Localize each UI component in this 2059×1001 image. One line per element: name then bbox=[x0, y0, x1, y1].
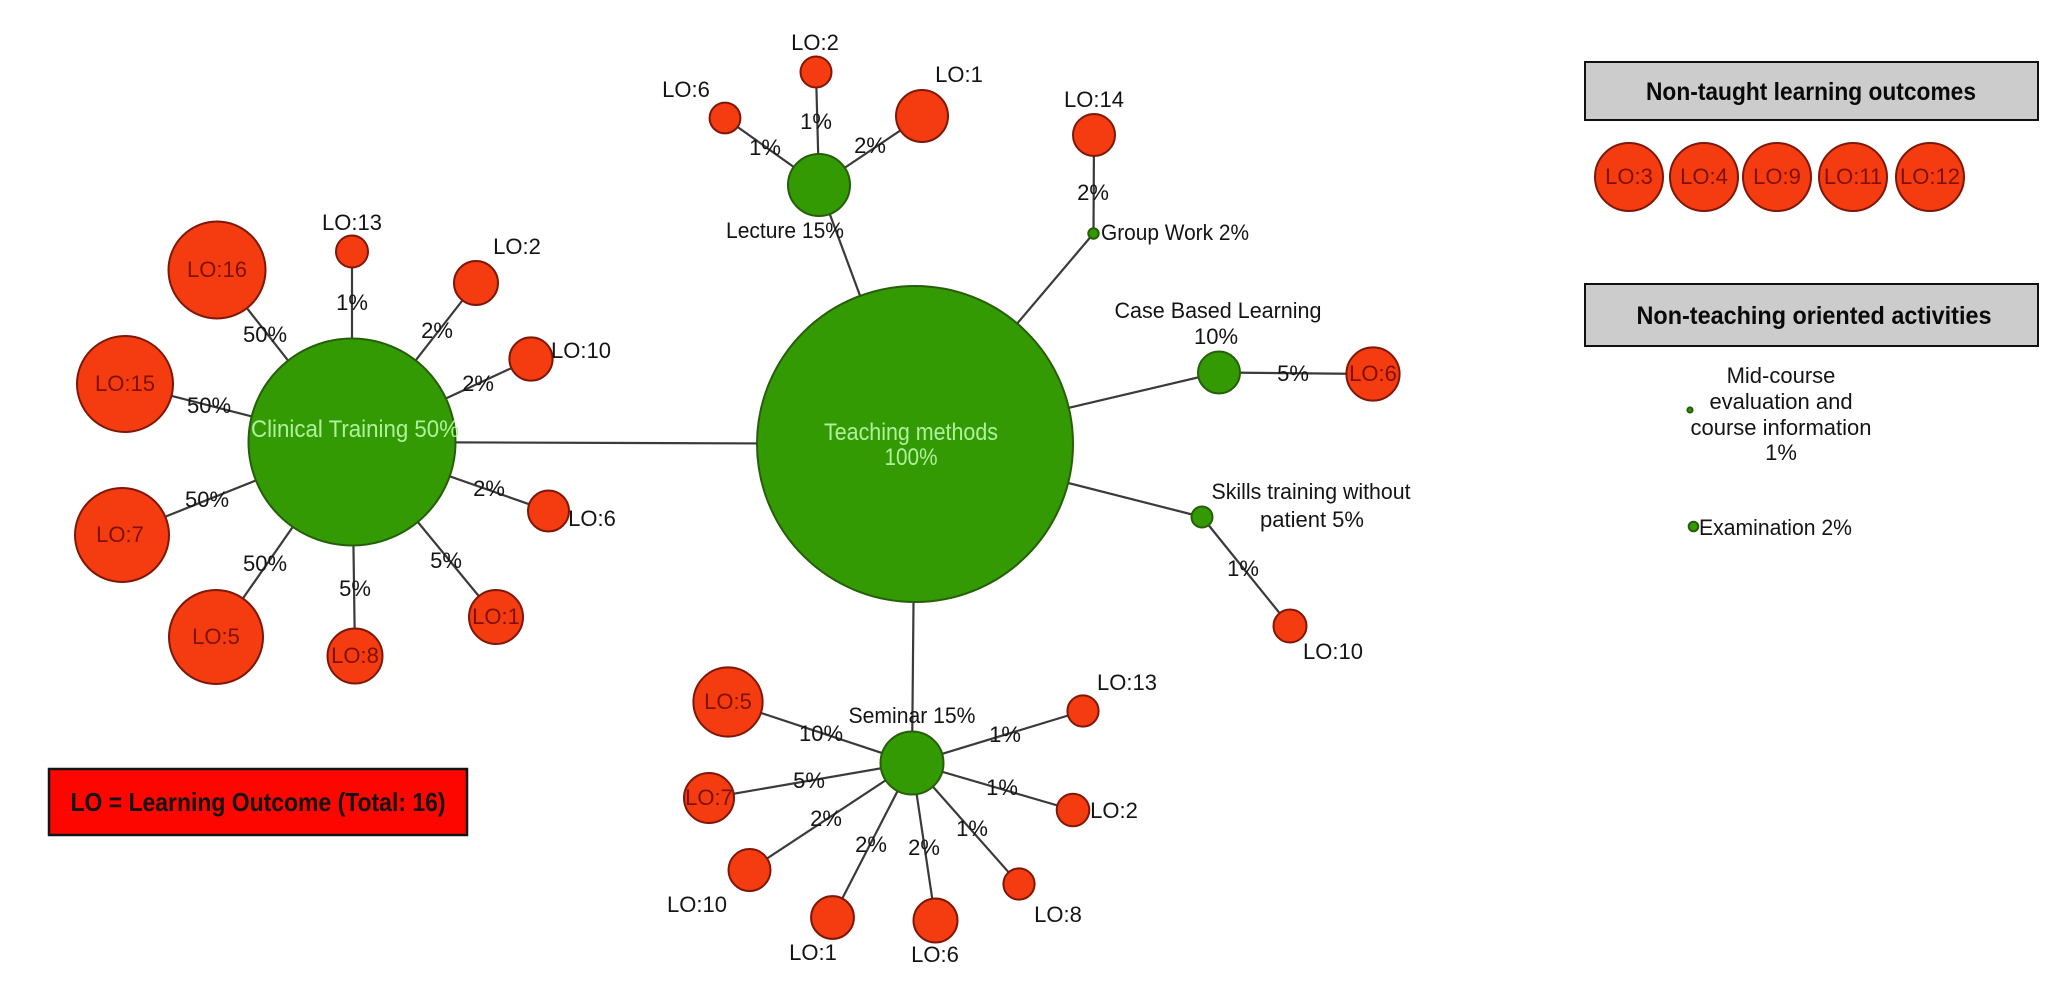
svg-text:2%: 2% bbox=[462, 371, 494, 396]
svg-text:course information: course information bbox=[1691, 415, 1872, 440]
svg-text:LO:11: LO:11 bbox=[1824, 164, 1882, 189]
svg-text:LO:13: LO:13 bbox=[1097, 670, 1157, 695]
svg-text:50%: 50% bbox=[243, 551, 287, 576]
svg-text:1%: 1% bbox=[956, 816, 988, 841]
svg-text:LO:4: LO:4 bbox=[1680, 164, 1728, 189]
svg-text:LO:14: LO:14 bbox=[1064, 87, 1124, 112]
svg-text:2%: 2% bbox=[473, 476, 505, 501]
svg-text:LO:1: LO:1 bbox=[935, 62, 983, 87]
svg-text:LO:15: LO:15 bbox=[95, 371, 155, 396]
svg-text:2%: 2% bbox=[908, 835, 940, 860]
svg-text:LO:5: LO:5 bbox=[192, 624, 240, 649]
svg-text:evaluation and: evaluation and bbox=[1709, 389, 1852, 414]
svg-text:Clinical Training 50%: Clinical Training 50% bbox=[251, 416, 459, 443]
svg-text:LO:5: LO:5 bbox=[704, 689, 752, 714]
svg-text:5%: 5% bbox=[1277, 361, 1309, 386]
svg-text:Case Based Learning: Case Based Learning bbox=[1115, 298, 1322, 323]
svg-text:Examination 2%: Examination 2% bbox=[1699, 515, 1852, 540]
svg-text:100%: 100% bbox=[885, 444, 938, 471]
svg-text:LO:13: LO:13 bbox=[322, 210, 382, 235]
svg-text:patient 5%: patient 5% bbox=[1260, 507, 1364, 532]
svg-text:5%: 5% bbox=[430, 548, 462, 573]
svg-text:LO:10: LO:10 bbox=[551, 338, 611, 363]
svg-text:LO:8: LO:8 bbox=[331, 643, 379, 668]
svg-text:LO:7: LO:7 bbox=[685, 785, 733, 810]
svg-text:2%: 2% bbox=[810, 806, 842, 831]
svg-text:5%: 5% bbox=[339, 576, 371, 601]
svg-text:LO:2: LO:2 bbox=[493, 234, 541, 259]
svg-text:Seminar 15%: Seminar 15% bbox=[849, 703, 976, 728]
svg-text:LO:2: LO:2 bbox=[791, 30, 839, 55]
svg-text:LO:2: LO:2 bbox=[1090, 798, 1138, 823]
svg-text:2%: 2% bbox=[854, 133, 886, 158]
svg-text:Teaching methods: Teaching methods bbox=[824, 419, 998, 446]
svg-text:Group Work 2%: Group Work 2% bbox=[1101, 220, 1249, 245]
svg-text:LO:8: LO:8 bbox=[1034, 902, 1082, 927]
svg-text:Non-taught learning outcomes: Non-taught learning outcomes bbox=[1646, 78, 1976, 106]
svg-text:Non-teaching oriented activiti: Non-teaching oriented activities bbox=[1637, 302, 1992, 330]
svg-text:1%: 1% bbox=[1227, 556, 1259, 581]
svg-text:LO:10: LO:10 bbox=[1303, 639, 1363, 664]
svg-text:2%: 2% bbox=[855, 832, 887, 857]
svg-text:50%: 50% bbox=[185, 487, 229, 512]
svg-text:1%: 1% bbox=[1765, 440, 1797, 465]
svg-text:Skills training without: Skills training without bbox=[1212, 479, 1411, 504]
svg-text:1%: 1% bbox=[989, 722, 1021, 747]
svg-text:Lecture 15%: Lecture 15% bbox=[726, 218, 844, 243]
svg-text:10%: 10% bbox=[1194, 324, 1238, 349]
svg-text:LO:1: LO:1 bbox=[789, 940, 837, 965]
svg-text:1%: 1% bbox=[749, 135, 781, 160]
svg-text:LO:6: LO:6 bbox=[662, 77, 710, 102]
svg-text:50%: 50% bbox=[187, 393, 231, 418]
svg-text:LO:10: LO:10 bbox=[667, 892, 727, 917]
svg-text:2%: 2% bbox=[1077, 180, 1109, 205]
svg-text:LO:6: LO:6 bbox=[568, 506, 616, 531]
svg-text:LO:16: LO:16 bbox=[187, 257, 247, 282]
svg-text:LO:1: LO:1 bbox=[472, 604, 520, 629]
svg-text:1%: 1% bbox=[336, 290, 368, 315]
svg-text:1%: 1% bbox=[986, 775, 1018, 800]
svg-text:5%: 5% bbox=[793, 768, 825, 793]
svg-text:LO:9: LO:9 bbox=[1753, 164, 1801, 189]
svg-text:2%: 2% bbox=[421, 318, 453, 343]
svg-text:LO:6: LO:6 bbox=[911, 942, 959, 967]
svg-text:Mid-course: Mid-course bbox=[1727, 363, 1836, 388]
svg-text:50%: 50% bbox=[243, 322, 287, 347]
svg-text:LO:6: LO:6 bbox=[1349, 361, 1397, 386]
svg-text:LO:3: LO:3 bbox=[1605, 164, 1653, 189]
svg-text:LO:12: LO:12 bbox=[1900, 164, 1960, 189]
svg-text:LO = Learning Outcome (Total:: LO = Learning Outcome (Total: 16) bbox=[71, 787, 446, 817]
svg-text:LO:7: LO:7 bbox=[96, 522, 144, 547]
svg-text:1%: 1% bbox=[800, 109, 832, 134]
svg-text:10%: 10% bbox=[799, 721, 843, 746]
